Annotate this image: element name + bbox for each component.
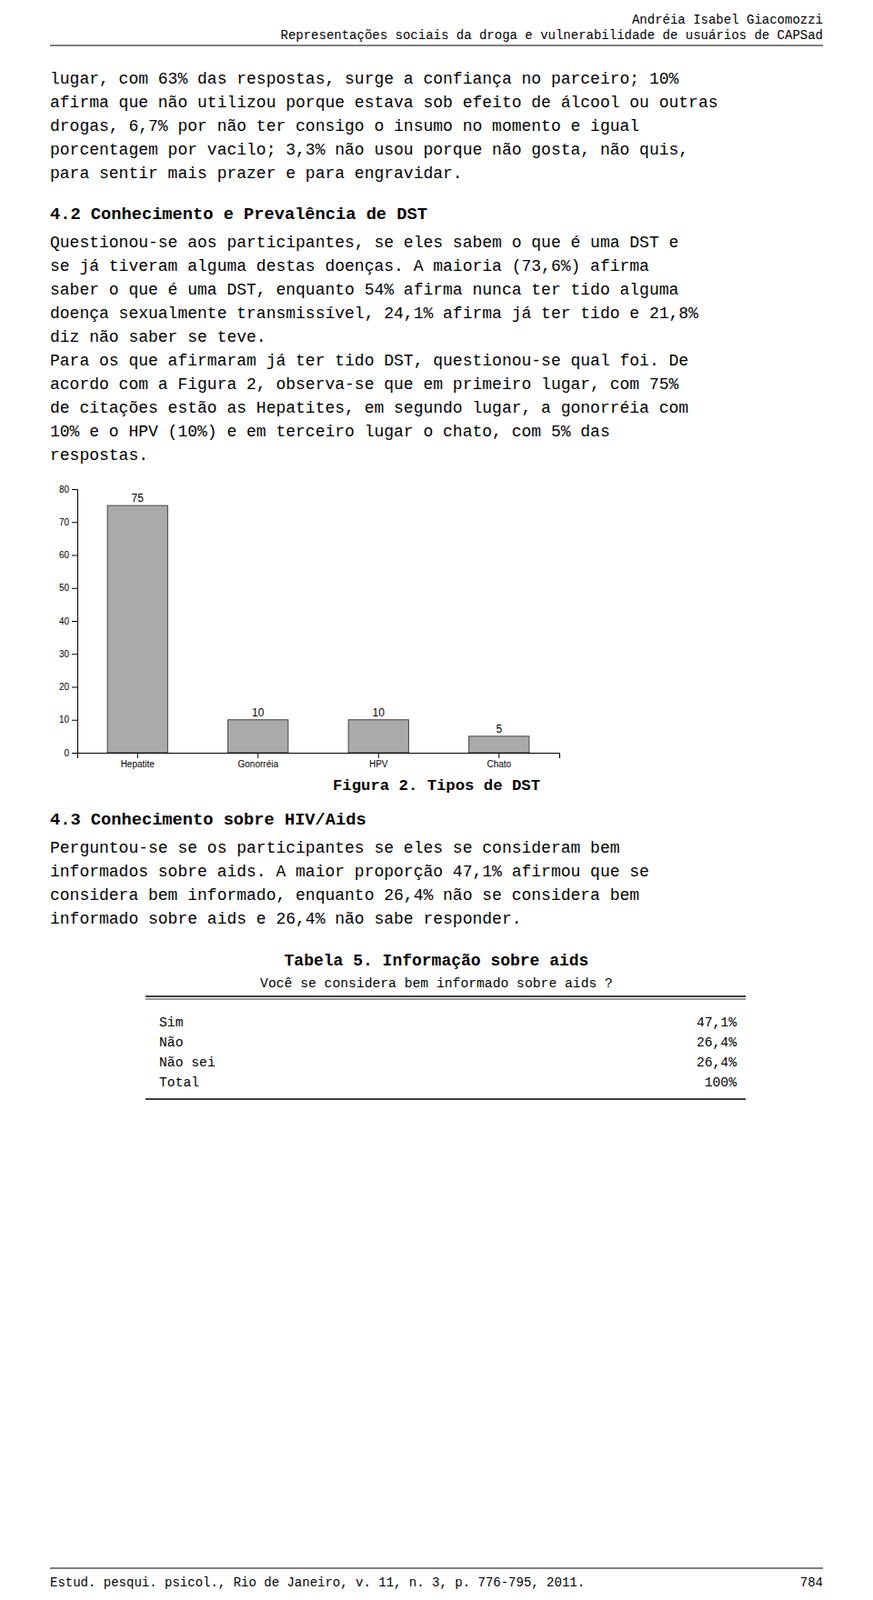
paragraph-line: saber o que é uma DST, enquanto 54% afir… [50, 280, 680, 300]
tick: Hepatite [120, 752, 156, 770]
paragraph-line: 10% e o HPV (10%) e em terceiro lugar o … [50, 422, 611, 442]
tick-mark [71, 621, 78, 623]
paragraph-line: Perguntou-se se os participantes se eles… [50, 839, 621, 858]
rule [50, 45, 823, 47]
header: Representações sociais da droga e vulner… [280, 28, 824, 43]
tick-mark [498, 752, 500, 759]
page: Andréia Isabel GiacomozziRepresentações … [0, 0, 873, 1600]
tick-label: HPV [369, 759, 389, 770]
table-cell: 26,4% [696, 1055, 737, 1071]
tick: 50 [59, 582, 78, 593]
paragraph-line: para sentir mais prazer e para engravida… [50, 164, 463, 183]
tick-mark [71, 555, 78, 557]
paragraph-line: lugar, com 63% das respostas, surge a co… [50, 70, 680, 89]
tick-label: 20 [59, 682, 71, 693]
paragraph-line: se já tiveram alguma destas doenças. A m… [50, 257, 650, 276]
rule [145, 999, 746, 1001]
table-cell: Não [159, 1035, 183, 1051]
tick: Chato [486, 752, 512, 770]
paragraph-line: Para os que afirmaram já ter tido DST, q… [50, 351, 689, 371]
chart: 0 10 20 30 40 50 60 70 80 Hepatite Gonorréia HPV Cha… [59, 484, 561, 770]
tick-mark [71, 521, 78, 523]
rule [145, 1098, 746, 1101]
axis-line [71, 490, 79, 754]
tick-mark [71, 720, 78, 722]
tick-mark [71, 653, 78, 655]
rule [145, 995, 746, 998]
tick: HPV [369, 752, 389, 770]
tick-mark [71, 687, 78, 689]
tick-label: 80 [59, 484, 71, 495]
tick-mark [71, 489, 78, 491]
tick: 70 [59, 517, 78, 528]
tick-mark [257, 752, 259, 759]
tick-label: 70 [59, 517, 71, 528]
tick: Gonorréia [238, 752, 280, 770]
paragraph-line: Questionou-se aos participantes, se eles… [50, 233, 679, 252]
tick-mark [71, 588, 78, 590]
y-axis: 0 10 20 30 40 50 60 70 80 [59, 484, 79, 759]
table-cell: Sim [159, 1015, 184, 1031]
tick: 20 [59, 682, 78, 693]
table-cell: 26,4% [696, 1035, 737, 1051]
tick-label: Chato [486, 759, 512, 770]
paragraph-line: porcentagem por vacilo; 3,3% não usou po… [50, 140, 689, 160]
footer: Estud. pesqui. psicol., Rio de Janeiro, … [50, 1575, 585, 1591]
paragraph-line: respostas. [50, 446, 149, 465]
table-cell: 100% [704, 1075, 737, 1091]
section-title: 4.3 Conhecimento sobre HIV/Aids [50, 810, 367, 831]
tick-label: 0 [63, 748, 70, 759]
paragraph-line: drogas, 6,7% por não ter consigo o insum… [50, 117, 640, 136]
tick-mark [71, 752, 78, 754]
paragraph-line: de citações estão as Hepatites, em segun… [50, 399, 689, 418]
paragraph-line: diz não saber se teve. [50, 328, 267, 347]
paragraph-line: afirma que não utilizou porque estava so… [50, 93, 719, 112]
axis-line [78, 753, 561, 760]
data-label: 75 [131, 491, 145, 505]
tick-label: 30 [59, 649, 71, 660]
data-label: 10 [251, 706, 265, 720]
table-cell: 47,1% [696, 1015, 737, 1031]
paragraph-line: informado sobre aids e 26,4% não sabe re… [50, 910, 522, 929]
header: Andréia Isabel Giacomozzi [632, 12, 823, 28]
tick: 30 [59, 649, 78, 660]
tick-label: 10 [59, 714, 71, 725]
bar [348, 720, 409, 753]
tick-label: 50 [59, 582, 71, 593]
rule [50, 1568, 823, 1570]
tick: 60 [59, 550, 78, 561]
tick: 40 [59, 616, 78, 627]
x-axis: Hepatite Gonorréia HPV Chato [78, 752, 561, 770]
bar [228, 720, 289, 753]
data-labels: 75 10 10 5 [131, 491, 503, 736]
paragraph-line: acordo com a Figura 2, observa-se que em… [50, 375, 680, 394]
paragraph-line: informados sobre aids. A maior proporção… [50, 862, 650, 882]
paragraph-line: considera bem informado, enquanto 26,4% … [50, 886, 640, 905]
tick: 80 [59, 484, 78, 495]
paragraph-line: doença sexualmente transmissível, 24,1% … [50, 304, 699, 323]
data-label: 5 [495, 722, 502, 736]
data-label: 10 [372, 706, 386, 720]
bar [107, 505, 168, 753]
page-number: 784 [800, 1575, 823, 1591]
tick-label: Hepatite [120, 759, 156, 770]
tick-mark [137, 752, 139, 759]
table-title: Tabela 5. Informação sobre aids [284, 952, 590, 971]
table-cell: Não sei [159, 1055, 216, 1071]
tick-mark [378, 752, 380, 759]
tick-label: 60 [59, 550, 71, 561]
table-cell: Total [159, 1075, 200, 1091]
bar [469, 736, 530, 753]
section-title: 4.2 Conhecimento e Prevalência de DST [50, 204, 428, 225]
table-subtitle: Você se considera bem informado sobre ai… [260, 976, 613, 992]
tick: 10 [59, 714, 78, 725]
tick-label: Gonorréia [238, 759, 280, 770]
tick: 0 [63, 748, 78, 759]
bars [107, 505, 530, 753]
figure-caption: Figura 2. Tipos de DST [332, 777, 541, 795]
tick-label: 40 [59, 616, 71, 627]
